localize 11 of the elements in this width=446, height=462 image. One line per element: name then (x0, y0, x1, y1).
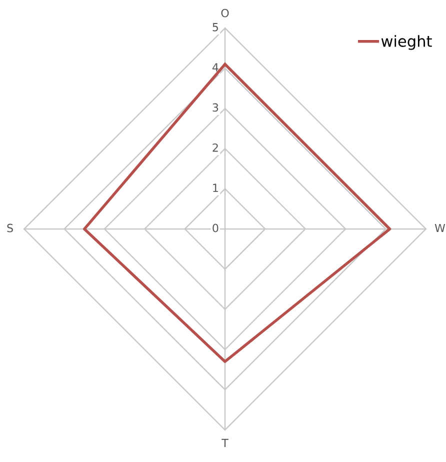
spoke-label: T (222, 438, 228, 448)
y-tick-label: 2 (212, 143, 218, 152)
y-tick-label: 3 (212, 103, 218, 112)
spoke-label: O (221, 8, 229, 18)
y-tick-label: 5 (212, 23, 218, 32)
y-tick-label: 4 (212, 63, 218, 72)
y-tick-label: 1 (213, 184, 218, 192)
y-tick-label: 0 (212, 224, 218, 232)
legend-label: wieght (381, 35, 432, 50)
spoke-label: W (434, 224, 446, 232)
spoke-label: S (7, 224, 13, 232)
